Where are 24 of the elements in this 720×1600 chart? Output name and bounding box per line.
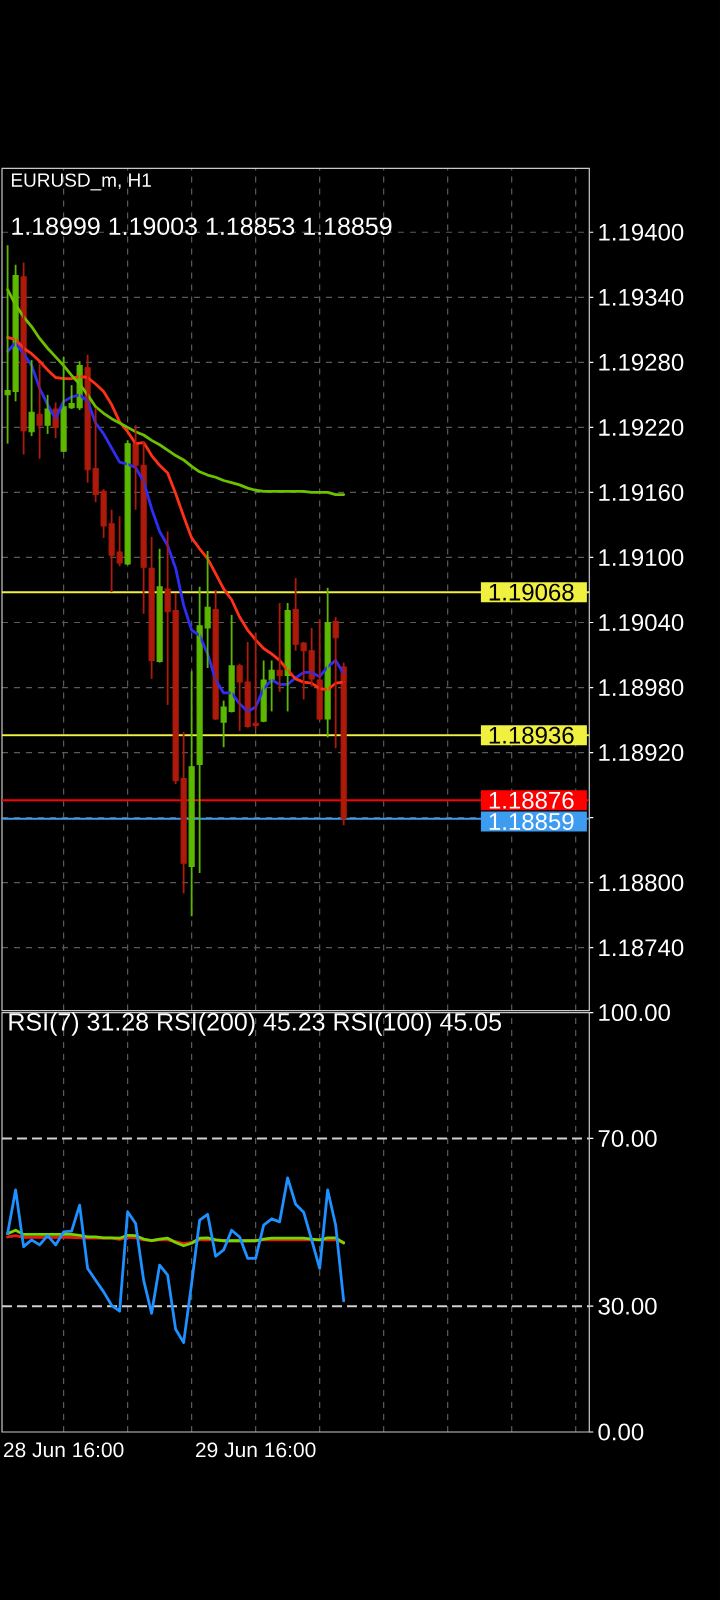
- ref-line-label: 1.18859: [489, 813, 574, 831]
- y-tick-label: 1.19220: [599, 418, 684, 436]
- x-tick-label: 29 Jun 16:00: [195, 1442, 316, 1458]
- ref-line-label: 1.18876: [489, 791, 574, 809]
- y-tick-label: 1.19100: [599, 548, 684, 566]
- ref-line-label: 1.19068: [489, 583, 574, 601]
- y-tick-label: 1.19280: [599, 353, 684, 371]
- x-tick-label: 28 Jun 16:00: [3, 1442, 124, 1458]
- text: 1.18999 1.19003 1.18853 1.18859: [12, 217, 392, 236]
- y-tick-label: 1.19160: [599, 483, 684, 501]
- y-tick-label: 1.19340: [599, 288, 684, 306]
- chart-title: EURUSD_m, H1: [11, 173, 151, 191]
- chart-title: RSI(7) 31.28 RSI(200) 45.23 RSI(100) 45.05: [9, 1012, 501, 1036]
- y-tick-label: 1.19040: [599, 614, 684, 631]
- y-tick-label: 1.18980: [599, 679, 684, 697]
- y-tick-label: 1.18920: [599, 744, 684, 762]
- y-tick-label: 1.18740: [599, 939, 684, 957]
- y-tick-label: 1.19400: [599, 223, 684, 241]
- y-tick-label: 1.18800: [599, 874, 684, 892]
- y-tick-label: 30.00: [598, 1297, 657, 1315]
- ref-line-label: 1.18936: [489, 726, 574, 744]
- y-tick-label: 0.00: [598, 1423, 644, 1441]
- y-tick-label: 100.00: [599, 1004, 670, 1022]
- y-tick-label: 70.00: [598, 1129, 657, 1147]
